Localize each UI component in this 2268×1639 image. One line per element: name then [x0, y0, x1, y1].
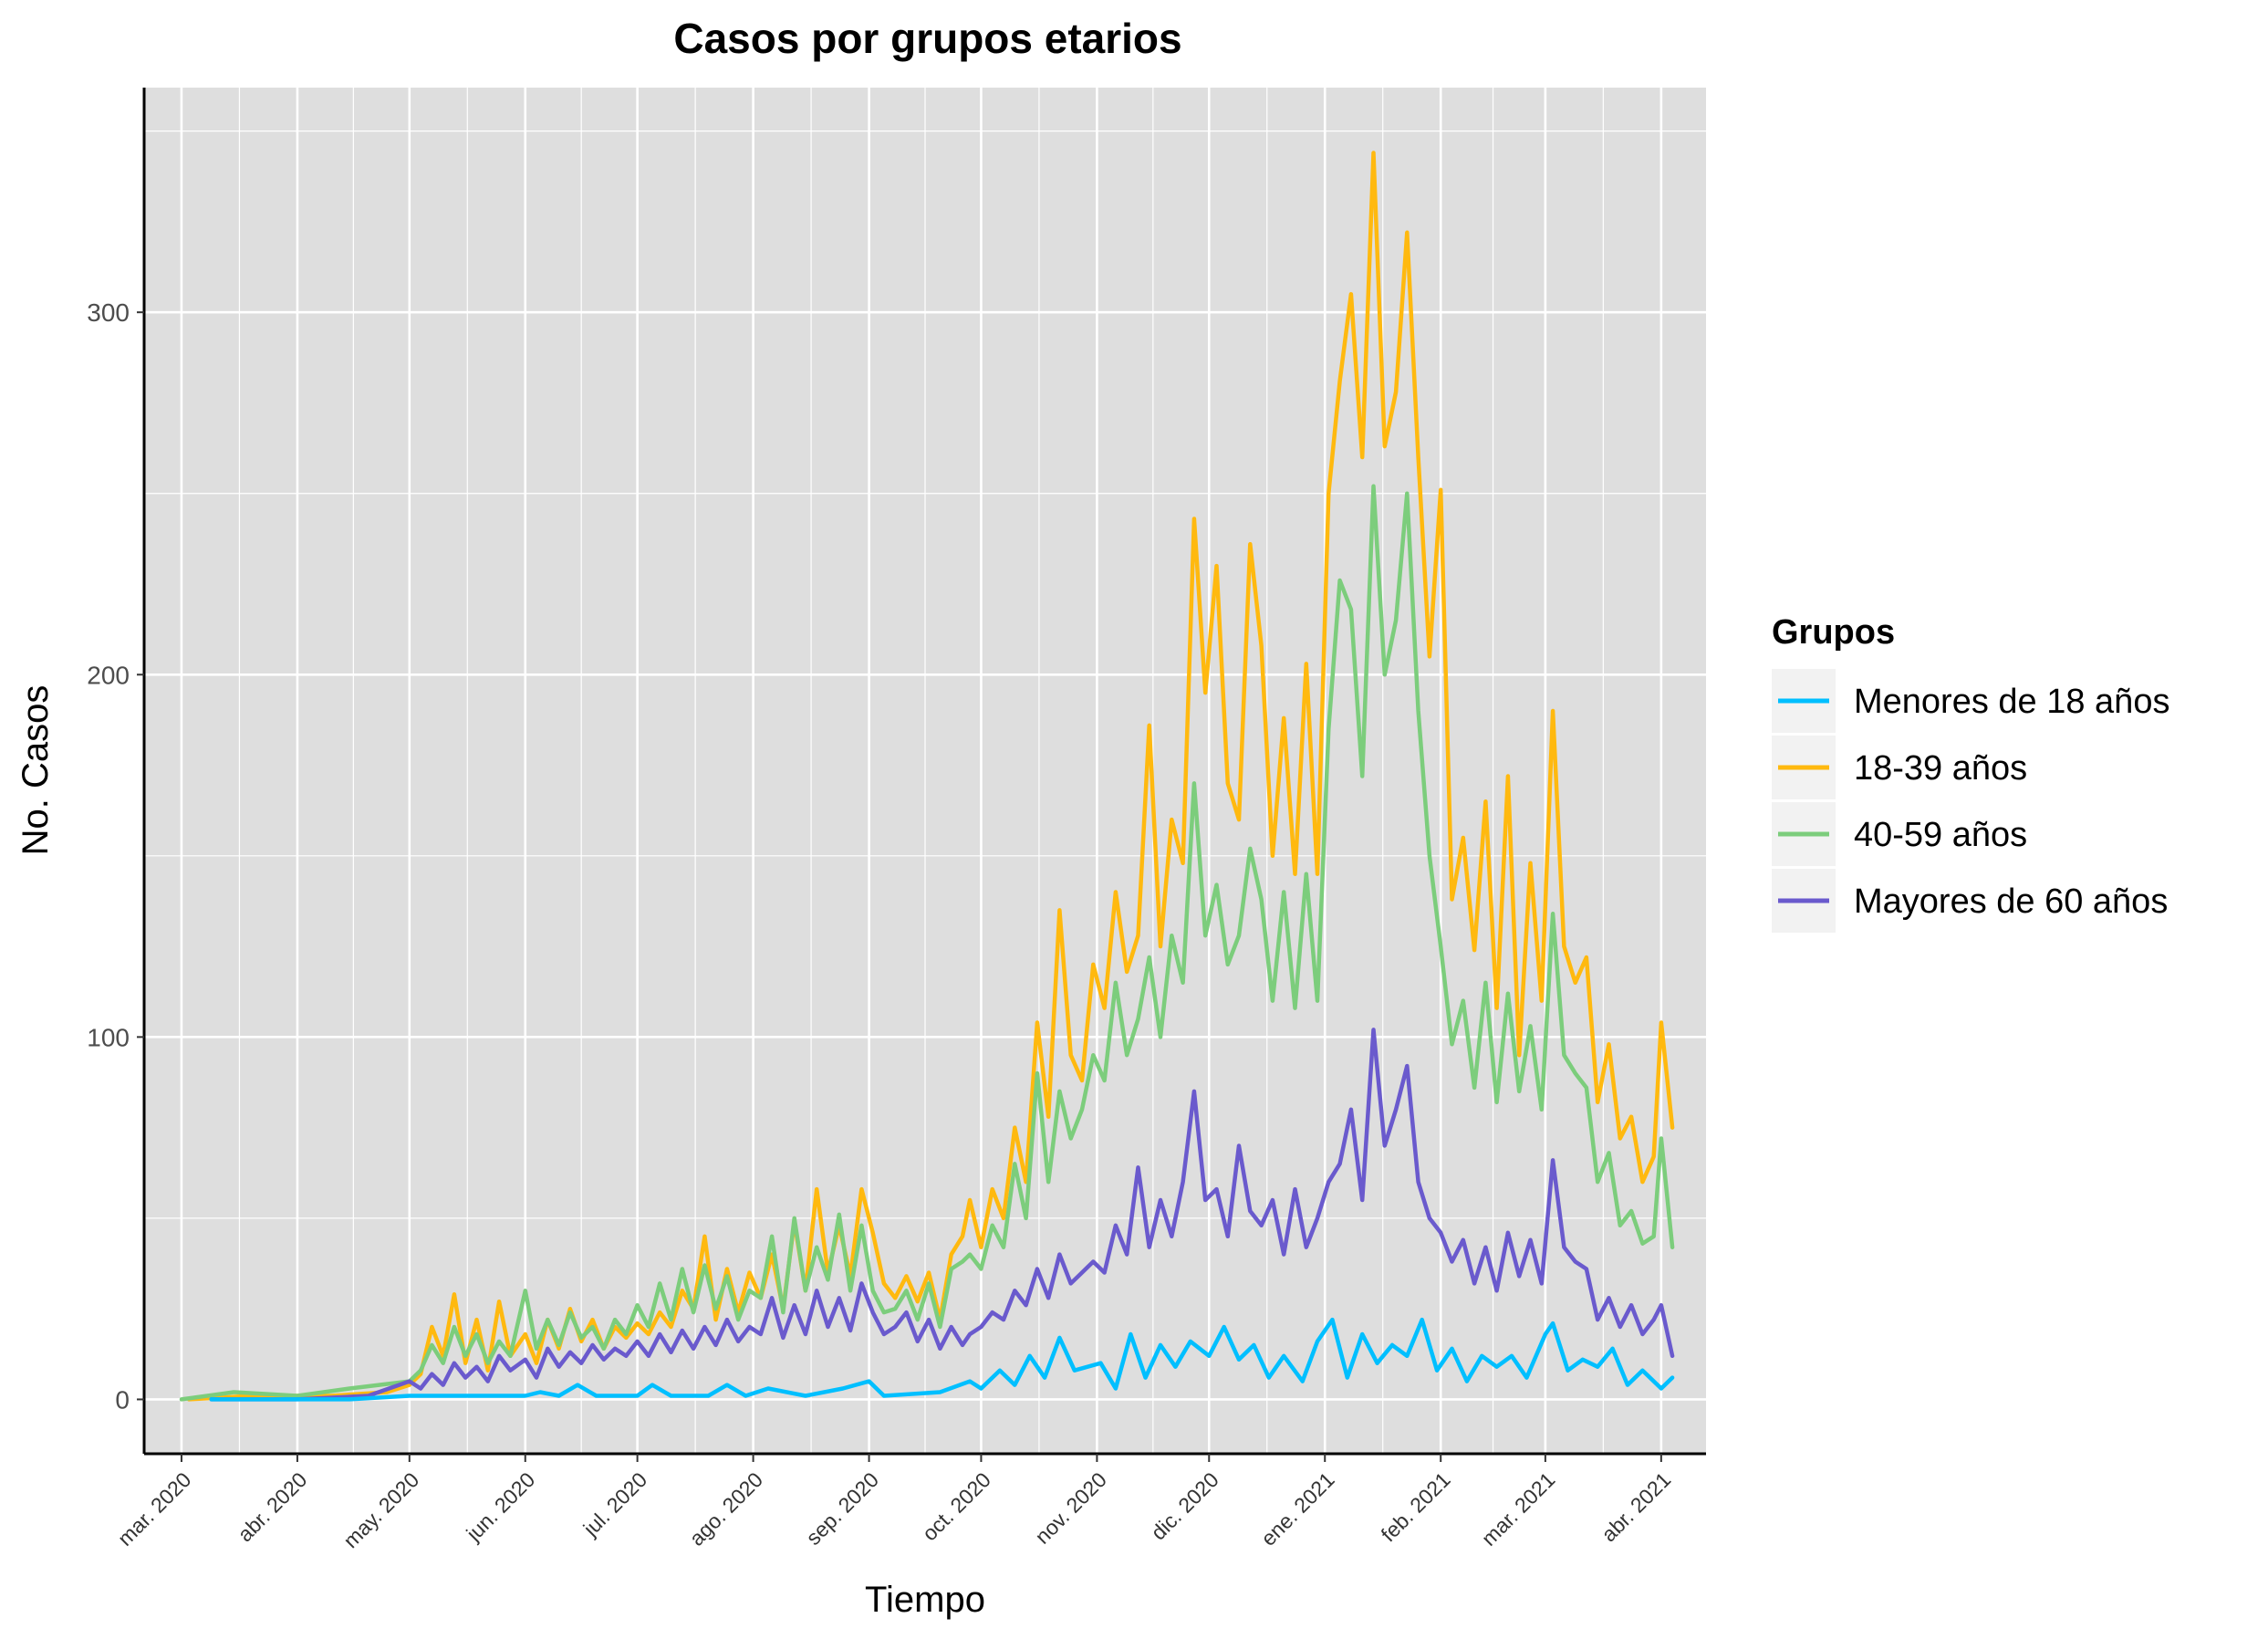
y-axis-title: No. Casos — [16, 685, 56, 856]
x-axis-ticks: mar. 2020 abr. 2020 may. 2020 jun. 2020 jul.… — [113, 1454, 1675, 1552]
legend-title: Grupos — [1772, 613, 1895, 652]
x-tick-label: abr. 2021 — [1597, 1467, 1675, 1546]
x-tick-label: abr. 2020 — [233, 1467, 311, 1546]
x-tick-label: ago. 2020 — [684, 1467, 767, 1550]
x-tick-label: sep. 2020 — [801, 1467, 883, 1550]
x-tick-label: ene. 2021 — [1256, 1467, 1339, 1550]
x-tick-label: mar. 2020 — [113, 1467, 196, 1550]
y-tick-label: 200 — [87, 661, 130, 689]
x-tick-label: jun. 2020 — [461, 1467, 539, 1546]
series-line-mayores-de-60-a-os — [209, 1028, 1675, 1402]
series-line-40-59-a-os — [179, 484, 1675, 1402]
y-tick-label: 300 — [87, 298, 130, 327]
y-tick-label: 100 — [87, 1023, 130, 1051]
legend-items: Menores de 18 años 18-39 años 40-59 años Ma… — [1772, 669, 2169, 933]
legend-label-menores-de-18-a-os: Menores de 18 años — [1854, 683, 2169, 721]
chart-title: Casos por grupos etarios — [673, 15, 1181, 62]
series-line-menores-de-18-a-os — [209, 1317, 1675, 1402]
series-lines — [179, 151, 1675, 1402]
x-axis-title: Tiempo — [865, 1580, 985, 1620]
legend-label-40-59-a-os: 40-59 años — [1854, 816, 2027, 854]
x-tick-label: may. 2020 — [338, 1467, 423, 1552]
x-tick-label: feb. 2021 — [1377, 1467, 1455, 1546]
x-tick-label: jul. 2020 — [578, 1467, 652, 1541]
x-tick-label: dic. 2020 — [1146, 1467, 1222, 1544]
x-tick-label: nov. 2020 — [1030, 1467, 1111, 1549]
legend-label-mayores-de-60-a-os: Mayores de 60 años — [1854, 882, 2168, 921]
x-tick-label: mar. 2021 — [1477, 1467, 1560, 1550]
y-tick-label: 0 — [115, 1385, 130, 1414]
x-tick-label: oct. 2020 — [918, 1467, 995, 1545]
y-axis-ticks: 0 100 200 300 — [87, 298, 144, 1414]
legend: Grupos Menores de 18 años 18-39 años 40-59… — [1772, 613, 2169, 933]
legend-label-18-39-a-os: 18-39 años — [1854, 749, 2027, 788]
